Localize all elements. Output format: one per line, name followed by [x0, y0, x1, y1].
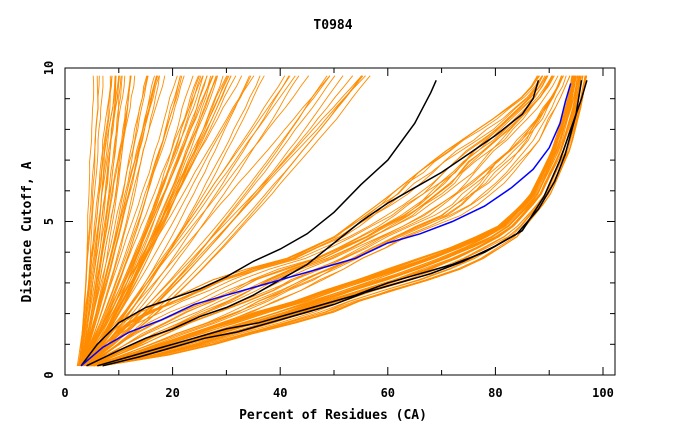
- orange-model-curve-63: [78, 75, 243, 367]
- black-series-line-2: [97, 80, 583, 367]
- orange-model-curve-77: [79, 75, 362, 367]
- orange-model-curve-46: [80, 75, 160, 366]
- orange-model-curve-146: [88, 75, 575, 367]
- orange-model-curve-73: [82, 75, 286, 367]
- orange-model-curve-74: [80, 75, 255, 367]
- orange-model-curve-78: [80, 75, 261, 367]
- orange-model-curve-101: [86, 75, 547, 367]
- orange-model-curve-143: [94, 75, 577, 367]
- orange-model-curve-51: [79, 75, 131, 366]
- y-tick-label-0: 0: [42, 371, 56, 378]
- orange-model-curve-50: [80, 75, 199, 367]
- y-tick-label-5: 5: [42, 218, 56, 225]
- chart-title: T0984: [313, 18, 352, 33]
- orange-model-curve-28: [77, 75, 148, 366]
- orange-model-curve-93: [83, 75, 546, 367]
- orange-model-curve-30: [79, 75, 100, 366]
- tick-label-layer: 0 20 40 60 80 100 0 5 10: [42, 61, 614, 400]
- orange-model-curve-65: [81, 75, 331, 367]
- curve-layer: [76, 75, 588, 367]
- orange-model-curve-99: [90, 75, 554, 367]
- orange-model-curve-97: [90, 75, 554, 367]
- x-tick-label-40: 40: [273, 386, 287, 400]
- orange-model-curve-79: [79, 75, 310, 367]
- x-tick-label-100: 100: [592, 386, 614, 400]
- orange-model-curve-57: [82, 75, 252, 367]
- orange-model-curve-105: [91, 75, 563, 367]
- orange-model-curve-76: [80, 75, 371, 367]
- orange-model-curve-75: [84, 75, 363, 367]
- orange-model-curve-83: [95, 75, 564, 367]
- orange-model-curve-69: [82, 75, 331, 367]
- orange-model-curve-102: [94, 75, 563, 367]
- orange-model-curve-47: [77, 75, 113, 366]
- orange-model-curve-103: [88, 75, 553, 367]
- black-series-line-3: [102, 80, 588, 367]
- orange-model-curve-149: [101, 75, 588, 367]
- orange-model-curve-45: [80, 75, 104, 366]
- y-axis-label: Distance Cutoff, A: [20, 161, 35, 302]
- orange-model-curve-144: [95, 75, 580, 367]
- x-tick-label-80: 80: [488, 386, 502, 400]
- black-series-line-0: [80, 79, 437, 367]
- orange-model-curve-44: [81, 75, 204, 366]
- orange-model-curve-40: [80, 75, 178, 366]
- x-tick-label-20: 20: [165, 386, 179, 400]
- orange-model-curve-58: [82, 75, 265, 367]
- orange-model-curve-145: [99, 75, 586, 367]
- x-tick-label-0: 0: [61, 386, 68, 400]
- orange-model-curve-48: [81, 75, 111, 366]
- orange-model-curve-70: [84, 75, 237, 367]
- x-axis-label: Percent of Residues (CA): [239, 408, 427, 423]
- tick-layer: [64, 67, 615, 376]
- orange-model-curve-10: [78, 75, 183, 367]
- orange-model-curve-108: [81, 75, 538, 367]
- orange-model-curve-91: [81, 75, 544, 367]
- orange-model-curve-104: [91, 75, 562, 367]
- x-tick-label-60: 60: [381, 386, 395, 400]
- orange-model-curve-92: [96, 75, 571, 367]
- orange-model-curve-148: [88, 75, 575, 367]
- y-tick-label-10: 10: [42, 61, 56, 75]
- orange-model-curve-80: [83, 75, 543, 367]
- orange-model-curve-53: [81, 75, 136, 366]
- orange-model-curve-66: [79, 75, 250, 367]
- orange-model-curve-55: [79, 75, 300, 367]
- orange-model-curve-41: [80, 75, 131, 366]
- blue-series-line-4: [80, 83, 572, 367]
- black-series-line-1: [86, 80, 540, 367]
- orange-model-curve-54: [77, 75, 185, 367]
- orange-model-curve-11: [80, 75, 131, 366]
